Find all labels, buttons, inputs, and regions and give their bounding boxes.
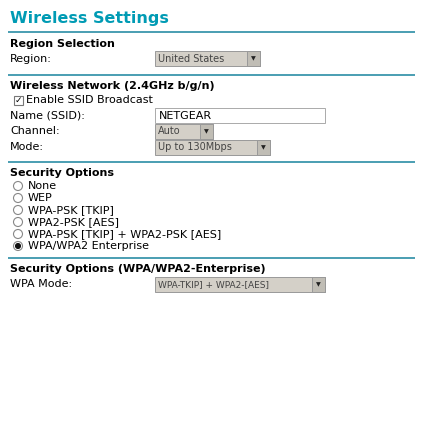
Text: WPA/WPA2 Enterprise: WPA/WPA2 Enterprise <box>28 241 149 251</box>
Text: Wireless Settings: Wireless Settings <box>10 11 169 26</box>
FancyBboxPatch shape <box>247 51 260 66</box>
Text: Region Selection: Region Selection <box>10 39 115 49</box>
Text: ▼: ▼ <box>316 282 321 287</box>
FancyBboxPatch shape <box>155 51 260 66</box>
FancyBboxPatch shape <box>200 124 213 139</box>
Text: Auto: Auto <box>158 127 181 136</box>
Text: Name (SSID):: Name (SSID): <box>10 110 85 120</box>
Text: Security Options (WPA/WPA2-Enterprise): Security Options (WPA/WPA2-Enterprise) <box>10 264 266 274</box>
Text: Up to 130Mbps: Up to 130Mbps <box>158 143 232 152</box>
FancyBboxPatch shape <box>155 277 325 292</box>
Text: WPA Mode:: WPA Mode: <box>10 279 72 289</box>
Text: Region:: Region: <box>10 54 52 64</box>
Text: None: None <box>28 181 57 191</box>
FancyBboxPatch shape <box>155 140 270 155</box>
Text: NETGEAR: NETGEAR <box>159 110 212 120</box>
Text: Enable SSID Broadcast: Enable SSID Broadcast <box>26 95 153 105</box>
Text: WEP: WEP <box>28 193 53 203</box>
Circle shape <box>16 244 20 249</box>
Text: Channel:: Channel: <box>10 126 60 136</box>
Text: ▼: ▼ <box>261 145 266 150</box>
Text: WPA-PSK [TKIP]: WPA-PSK [TKIP] <box>28 205 114 215</box>
Text: ✓: ✓ <box>15 96 22 105</box>
FancyBboxPatch shape <box>257 140 270 155</box>
Text: WPA-PSK [TKIP] + WPA2-PSK [AES]: WPA-PSK [TKIP] + WPA2-PSK [AES] <box>28 229 221 239</box>
Text: United States: United States <box>158 54 224 63</box>
FancyBboxPatch shape <box>155 108 325 123</box>
Text: ▼: ▼ <box>204 129 209 134</box>
Text: Mode:: Mode: <box>10 142 44 152</box>
Text: WPA-TKIP] + WPA2-[AES]: WPA-TKIP] + WPA2-[AES] <box>158 280 269 289</box>
Text: Security Options: Security Options <box>10 168 114 178</box>
FancyBboxPatch shape <box>312 277 325 292</box>
Text: ▼: ▼ <box>251 56 256 61</box>
FancyBboxPatch shape <box>155 124 213 139</box>
Text: WPA2-PSK [AES]: WPA2-PSK [AES] <box>28 217 119 227</box>
FancyBboxPatch shape <box>14 96 23 105</box>
Text: Wireless Network (2.4GHz b/g/n): Wireless Network (2.4GHz b/g/n) <box>10 81 214 91</box>
